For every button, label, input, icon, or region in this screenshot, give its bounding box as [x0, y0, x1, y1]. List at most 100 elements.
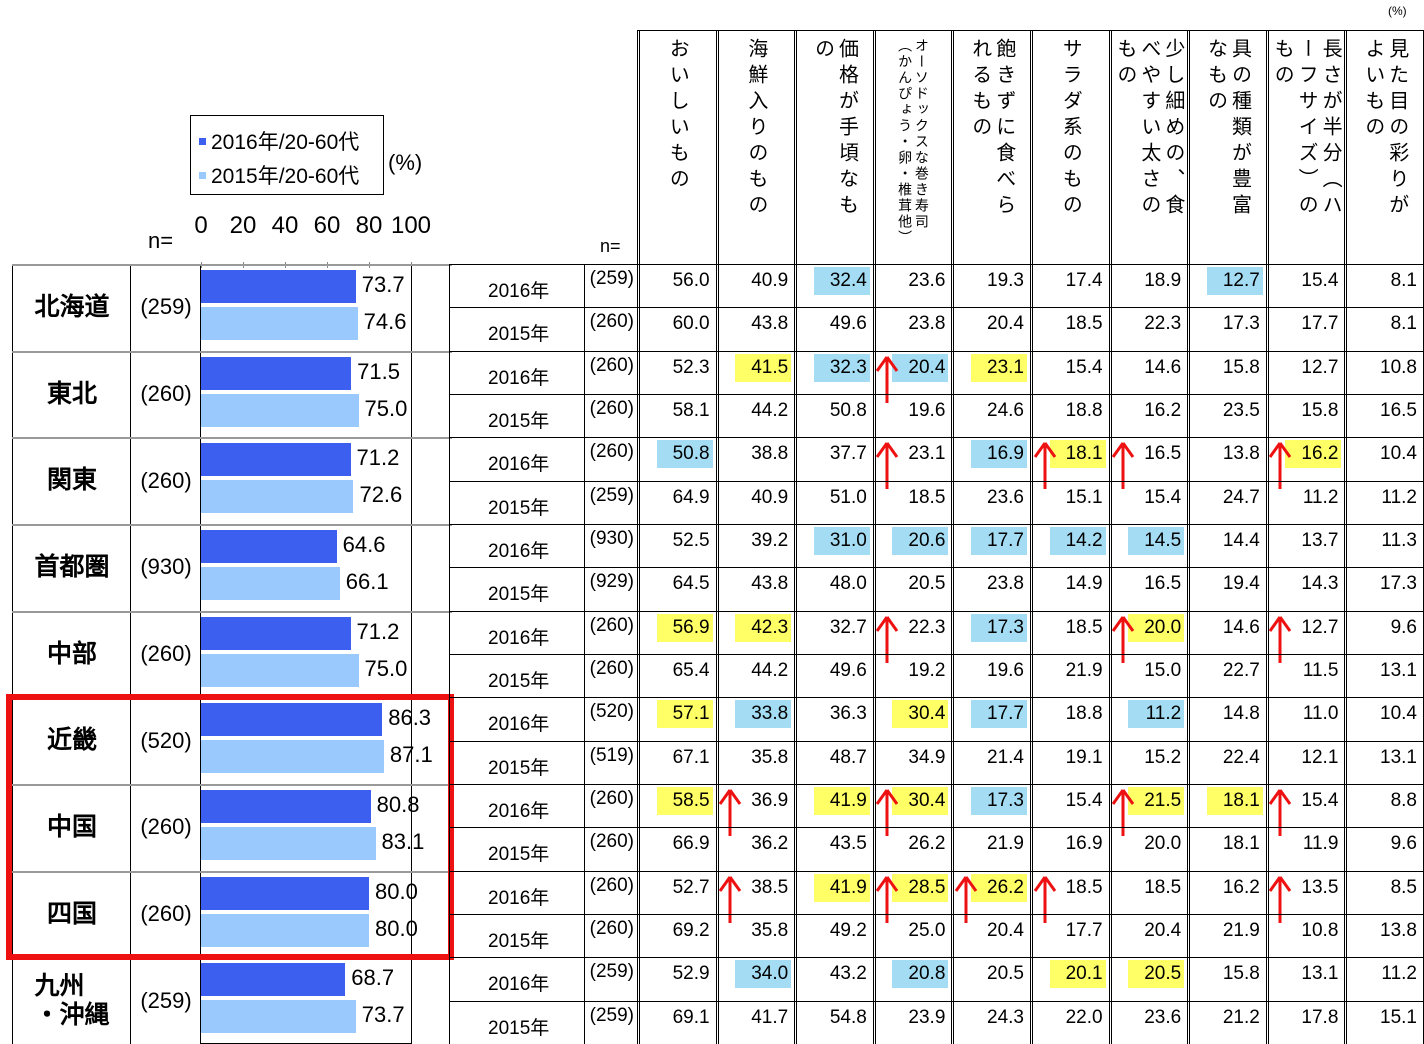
column-line: [1030, 30, 1033, 1044]
value-cell: 15.0: [1144, 660, 1182, 681]
value-cell: 58.5: [656, 787, 713, 815]
bar-label: 72.6: [359, 482, 403, 508]
value-cell: 35.8: [751, 746, 789, 768]
value-cell: 65.4: [672, 660, 710, 681]
value-cell: 8.1: [1390, 270, 1417, 291]
n-cell: (260): [589, 441, 634, 463]
value-cell: 18.5: [1065, 876, 1103, 898]
n-cell: (260): [589, 918, 634, 939]
bar-label: 68.7: [351, 965, 395, 991]
value-cell: 14.8: [1222, 703, 1260, 725]
value-cell: 19.2: [908, 660, 946, 681]
year-cell: 2016年: [488, 887, 550, 909]
n-label: n=: [148, 228, 174, 253]
legend-box: [190, 115, 384, 195]
value-cell: 23.9: [908, 1006, 946, 1028]
value-cell: 32.3: [813, 353, 870, 382]
legend-swatch: [199, 138, 206, 145]
region-n: (259): [140, 294, 192, 320]
value-cell: 18.1: [1222, 833, 1260, 855]
bar-label: 64.6: [342, 532, 386, 557]
value-cell: 21.9: [1222, 920, 1260, 941]
value-cell: 16.9: [971, 440, 1027, 469]
value-cell: 22.4: [1222, 746, 1260, 768]
region-n: (260): [140, 814, 192, 840]
value-cell: 33.8: [735, 700, 792, 729]
value-cell: 21.9: [1065, 660, 1103, 681]
x-tick-label: 40: [271, 212, 299, 239]
value-cell: 14.9: [1065, 573, 1103, 595]
value-cell: 11.0: [1302, 703, 1339, 725]
value-cell: 14.6: [1222, 616, 1260, 638]
year-cell: 2015年: [488, 671, 550, 692]
x-tick-label: 100: [390, 212, 432, 239]
value-cell: 41.5: [735, 353, 792, 382]
region-name: 近畿: [46, 726, 97, 755]
value-cell: 9.6: [1390, 616, 1417, 638]
year-cell: 2015年: [488, 757, 550, 779]
value-cell: 18.8: [1065, 703, 1103, 725]
up-arrow: [876, 789, 899, 836]
value-cell: 18.5: [908, 486, 946, 508]
column-line: [1265, 30, 1269, 1044]
n-cell: (259): [589, 484, 634, 506]
value-cell: 28.5: [892, 873, 949, 902]
value-cell: 36.9: [751, 790, 789, 811]
value-cell: 54.8: [829, 1006, 867, 1028]
bar-label: 66.1: [345, 569, 389, 594]
legend-label: 2015年/20-60代: [211, 165, 360, 188]
column-header: 少し細めの、食べやすい太さのもの: [1113, 38, 1184, 220]
up-arrow: [1111, 789, 1135, 836]
value-cell: 40.9: [751, 486, 789, 508]
table-n-label: n=: [600, 236, 621, 256]
bar-label: 86.3: [388, 705, 432, 731]
column-line: [449, 264, 452, 1044]
value-cell: 36.2: [751, 833, 789, 855]
region-n: (520): [140, 727, 192, 753]
value-cell: 14.2: [1049, 527, 1106, 555]
value-cell: 34.0: [735, 960, 792, 989]
value-cell: 44.2: [751, 660, 789, 681]
n-cell: (260): [589, 354, 634, 376]
value-cell: 18.5: [1065, 313, 1103, 335]
year-cell: 2016年: [488, 714, 550, 736]
bar: [201, 740, 384, 774]
value-cell: 16.9: [1065, 833, 1103, 855]
column-line: [1108, 30, 1112, 1044]
n-cell: (260): [589, 398, 634, 419]
column-header: サラダ系のもの: [1059, 38, 1082, 220]
year-cell: 2016年: [488, 801, 550, 822]
row-line: [450, 784, 1424, 785]
value-cell: 17.3: [971, 613, 1027, 642]
bar: [201, 1000, 356, 1034]
year-cell: 2015年: [488, 931, 550, 952]
up-arrow: [1269, 442, 1292, 490]
value-cell: 19.4: [1222, 573, 1260, 595]
value-cell: 11.2: [1381, 963, 1417, 985]
row-line: [12, 350, 452, 353]
n-cell: (520): [589, 701, 634, 723]
legend-swatch: [199, 172, 206, 179]
value-cell: 12.7: [1301, 356, 1339, 378]
bar-label: 80.8: [376, 792, 420, 817]
up-arrow: [1033, 442, 1056, 490]
bar: [201, 616, 351, 650]
value-cell: 40.9: [751, 270, 789, 291]
bar-label: 73.7: [361, 1002, 405, 1028]
value-cell: 20.1: [1049, 960, 1106, 989]
value-cell: 17.7: [971, 700, 1027, 729]
bar: [201, 393, 359, 427]
value-cell: 69.2: [672, 920, 710, 941]
value-cell: 21.9: [987, 833, 1024, 855]
left-border: [12, 264, 13, 1044]
bar: [201, 480, 354, 514]
value-cell: 22.7: [1222, 660, 1260, 681]
value-cell: 41.7: [751, 1006, 789, 1028]
value-cell: 15.4: [1144, 486, 1182, 508]
row-line: [450, 740, 1424, 742]
bar: [201, 307, 358, 340]
bar-label: 80.0: [375, 915, 418, 941]
region-n: (260): [140, 640, 192, 666]
value-cell: 34.9: [908, 746, 946, 768]
bar-label: 75.0: [364, 395, 408, 421]
